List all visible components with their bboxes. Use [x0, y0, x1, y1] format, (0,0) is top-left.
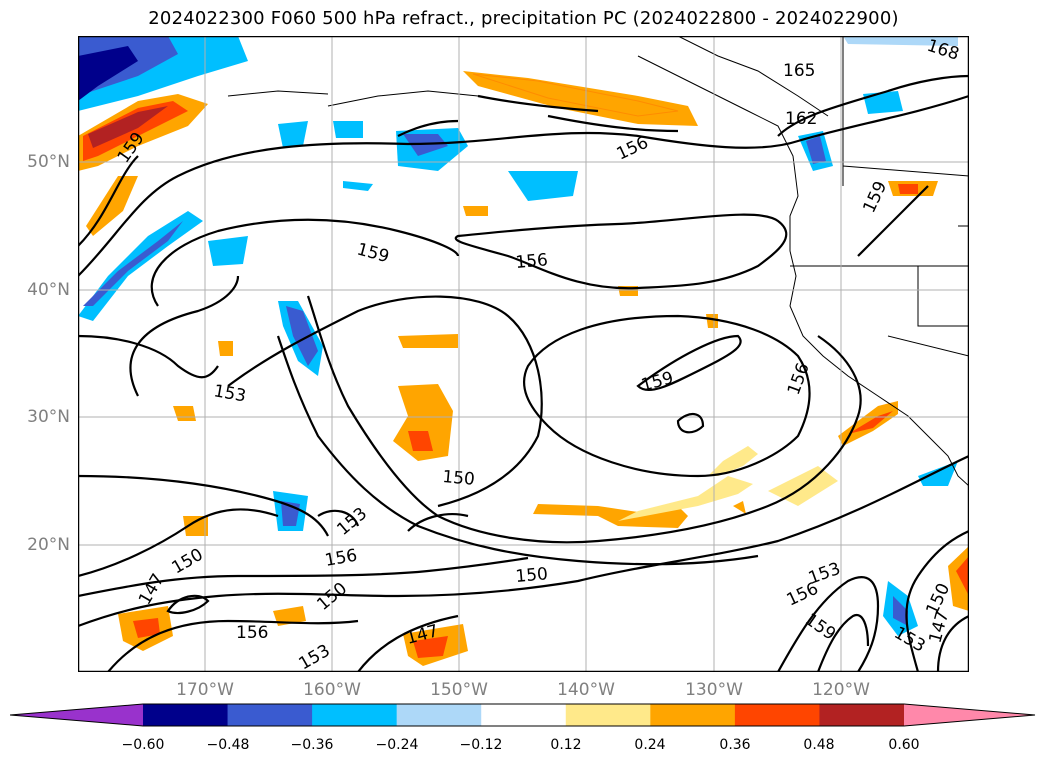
lat-label-50n: 50°N [27, 152, 70, 172]
contour-label: 150 [313, 579, 351, 615]
precipitation-shading [78, 36, 969, 666]
lon-label-130w: 130°W [685, 680, 743, 700]
map-title: 2024022300 F060 500 hPa refract., precip… [148, 8, 899, 29]
colorbar-tick-label: −0.48 [206, 737, 250, 753]
contour-label: 150 [169, 545, 207, 579]
contour-label: 165 [783, 61, 815, 81]
colorbar-tick-label: −0.60 [121, 737, 165, 753]
contour-label: 156 [323, 546, 358, 571]
lat-label-20n: 20°N [27, 535, 70, 555]
contour-label: 153 [333, 504, 371, 540]
colorbar-segment [734, 704, 820, 726]
coastlines [227, 36, 969, 487]
colorbar-tick-label: 0.60 [888, 737, 920, 753]
colorbar-segment [396, 704, 482, 726]
colorbar-segment [227, 704, 313, 726]
contour-label: 150 [515, 564, 549, 587]
contour-label: 150 [442, 467, 476, 490]
colorbar-tick-label: 0.36 [719, 737, 751, 753]
contour-label: 159 [355, 240, 392, 268]
colorbar-tick-label: −0.12 [459, 737, 503, 753]
contour-label: 162 [785, 109, 817, 129]
colorbar-segment [650, 704, 736, 726]
contour-label: 156 [236, 623, 268, 643]
lat-label-30n: 30°N [27, 407, 70, 427]
contour-label: 147 [926, 609, 954, 646]
colorbar-extend-low [10, 704, 143, 726]
lon-label-120w: 120°W [812, 680, 870, 700]
colorbar-outline [10, 703, 1036, 727]
colorbar-segment [565, 704, 651, 726]
contour-label: 156 [515, 250, 549, 273]
colorbar-segment [819, 704, 905, 726]
colorbar-segment [143, 704, 229, 726]
colorbar-tick-label: −0.36 [290, 737, 334, 753]
lon-label-140w: 140°W [557, 680, 615, 700]
lon-label-150w: 150°W [430, 680, 488, 700]
contour-label: 153 [212, 381, 247, 406]
colorbar-segment [312, 704, 398, 726]
colorbar [10, 703, 1036, 727]
contour-label: 159 [639, 368, 676, 396]
map-canvas: 159 165 168 162 156 159 159 156 153 159 … [78, 36, 969, 672]
lon-label-160w: 160°W [303, 680, 361, 700]
colorbar-extend-high [904, 704, 1035, 726]
lon-label-170w: 170°W [176, 680, 234, 700]
contour-label: 159 [859, 178, 891, 216]
map-panel: 159 165 168 162 156 159 159 156 153 159 … [78, 36, 969, 672]
colorbar-tick-label: 0.12 [550, 737, 582, 753]
colorbar-tick-label: 0.48 [803, 737, 835, 753]
colorbar-tick-label: 0.24 [634, 737, 666, 753]
height-contours [78, 74, 969, 672]
colorbar-tick-label: −0.24 [375, 737, 419, 753]
lat-label-40n: 40°N [27, 280, 70, 300]
colorbar-segment [481, 704, 567, 726]
map-border [78, 36, 969, 672]
contour-label: 153 [296, 641, 334, 672]
